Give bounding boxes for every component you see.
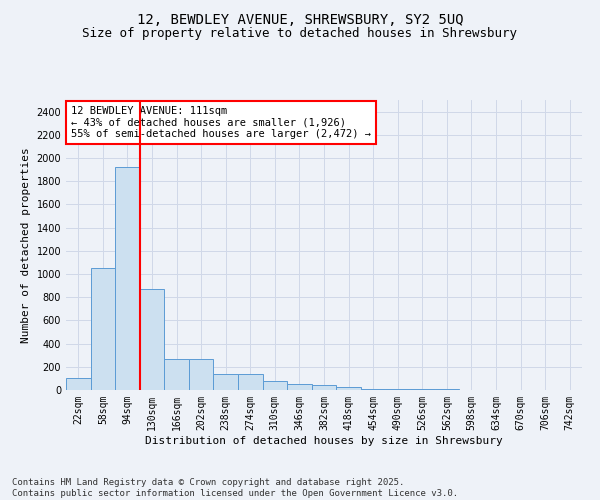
Bar	[238, 374, 263, 390]
Bar	[91, 268, 115, 390]
Bar	[189, 358, 214, 390]
Bar	[263, 382, 287, 390]
X-axis label: Distribution of detached houses by size in Shrewsbury: Distribution of detached houses by size …	[145, 436, 503, 446]
Bar	[312, 385, 336, 390]
Y-axis label: Number of detached properties: Number of detached properties	[21, 147, 31, 343]
Bar	[115, 166, 140, 390]
Text: Contains HM Land Registry data © Crown copyright and database right 2025.
Contai: Contains HM Land Registry data © Crown c…	[12, 478, 458, 498]
Text: 12 BEWDLEY AVENUE: 111sqm
← 43% of detached houses are smaller (1,926)
55% of se: 12 BEWDLEY AVENUE: 111sqm ← 43% of detac…	[71, 106, 371, 139]
Bar	[66, 378, 91, 390]
Bar	[287, 384, 312, 390]
Bar	[214, 374, 238, 390]
Bar	[336, 386, 361, 390]
Text: 12, BEWDLEY AVENUE, SHREWSBURY, SY2 5UQ: 12, BEWDLEY AVENUE, SHREWSBURY, SY2 5UQ	[137, 12, 463, 26]
Bar	[164, 358, 189, 390]
Text: Size of property relative to detached houses in Shrewsbury: Size of property relative to detached ho…	[83, 28, 517, 40]
Bar	[140, 289, 164, 390]
